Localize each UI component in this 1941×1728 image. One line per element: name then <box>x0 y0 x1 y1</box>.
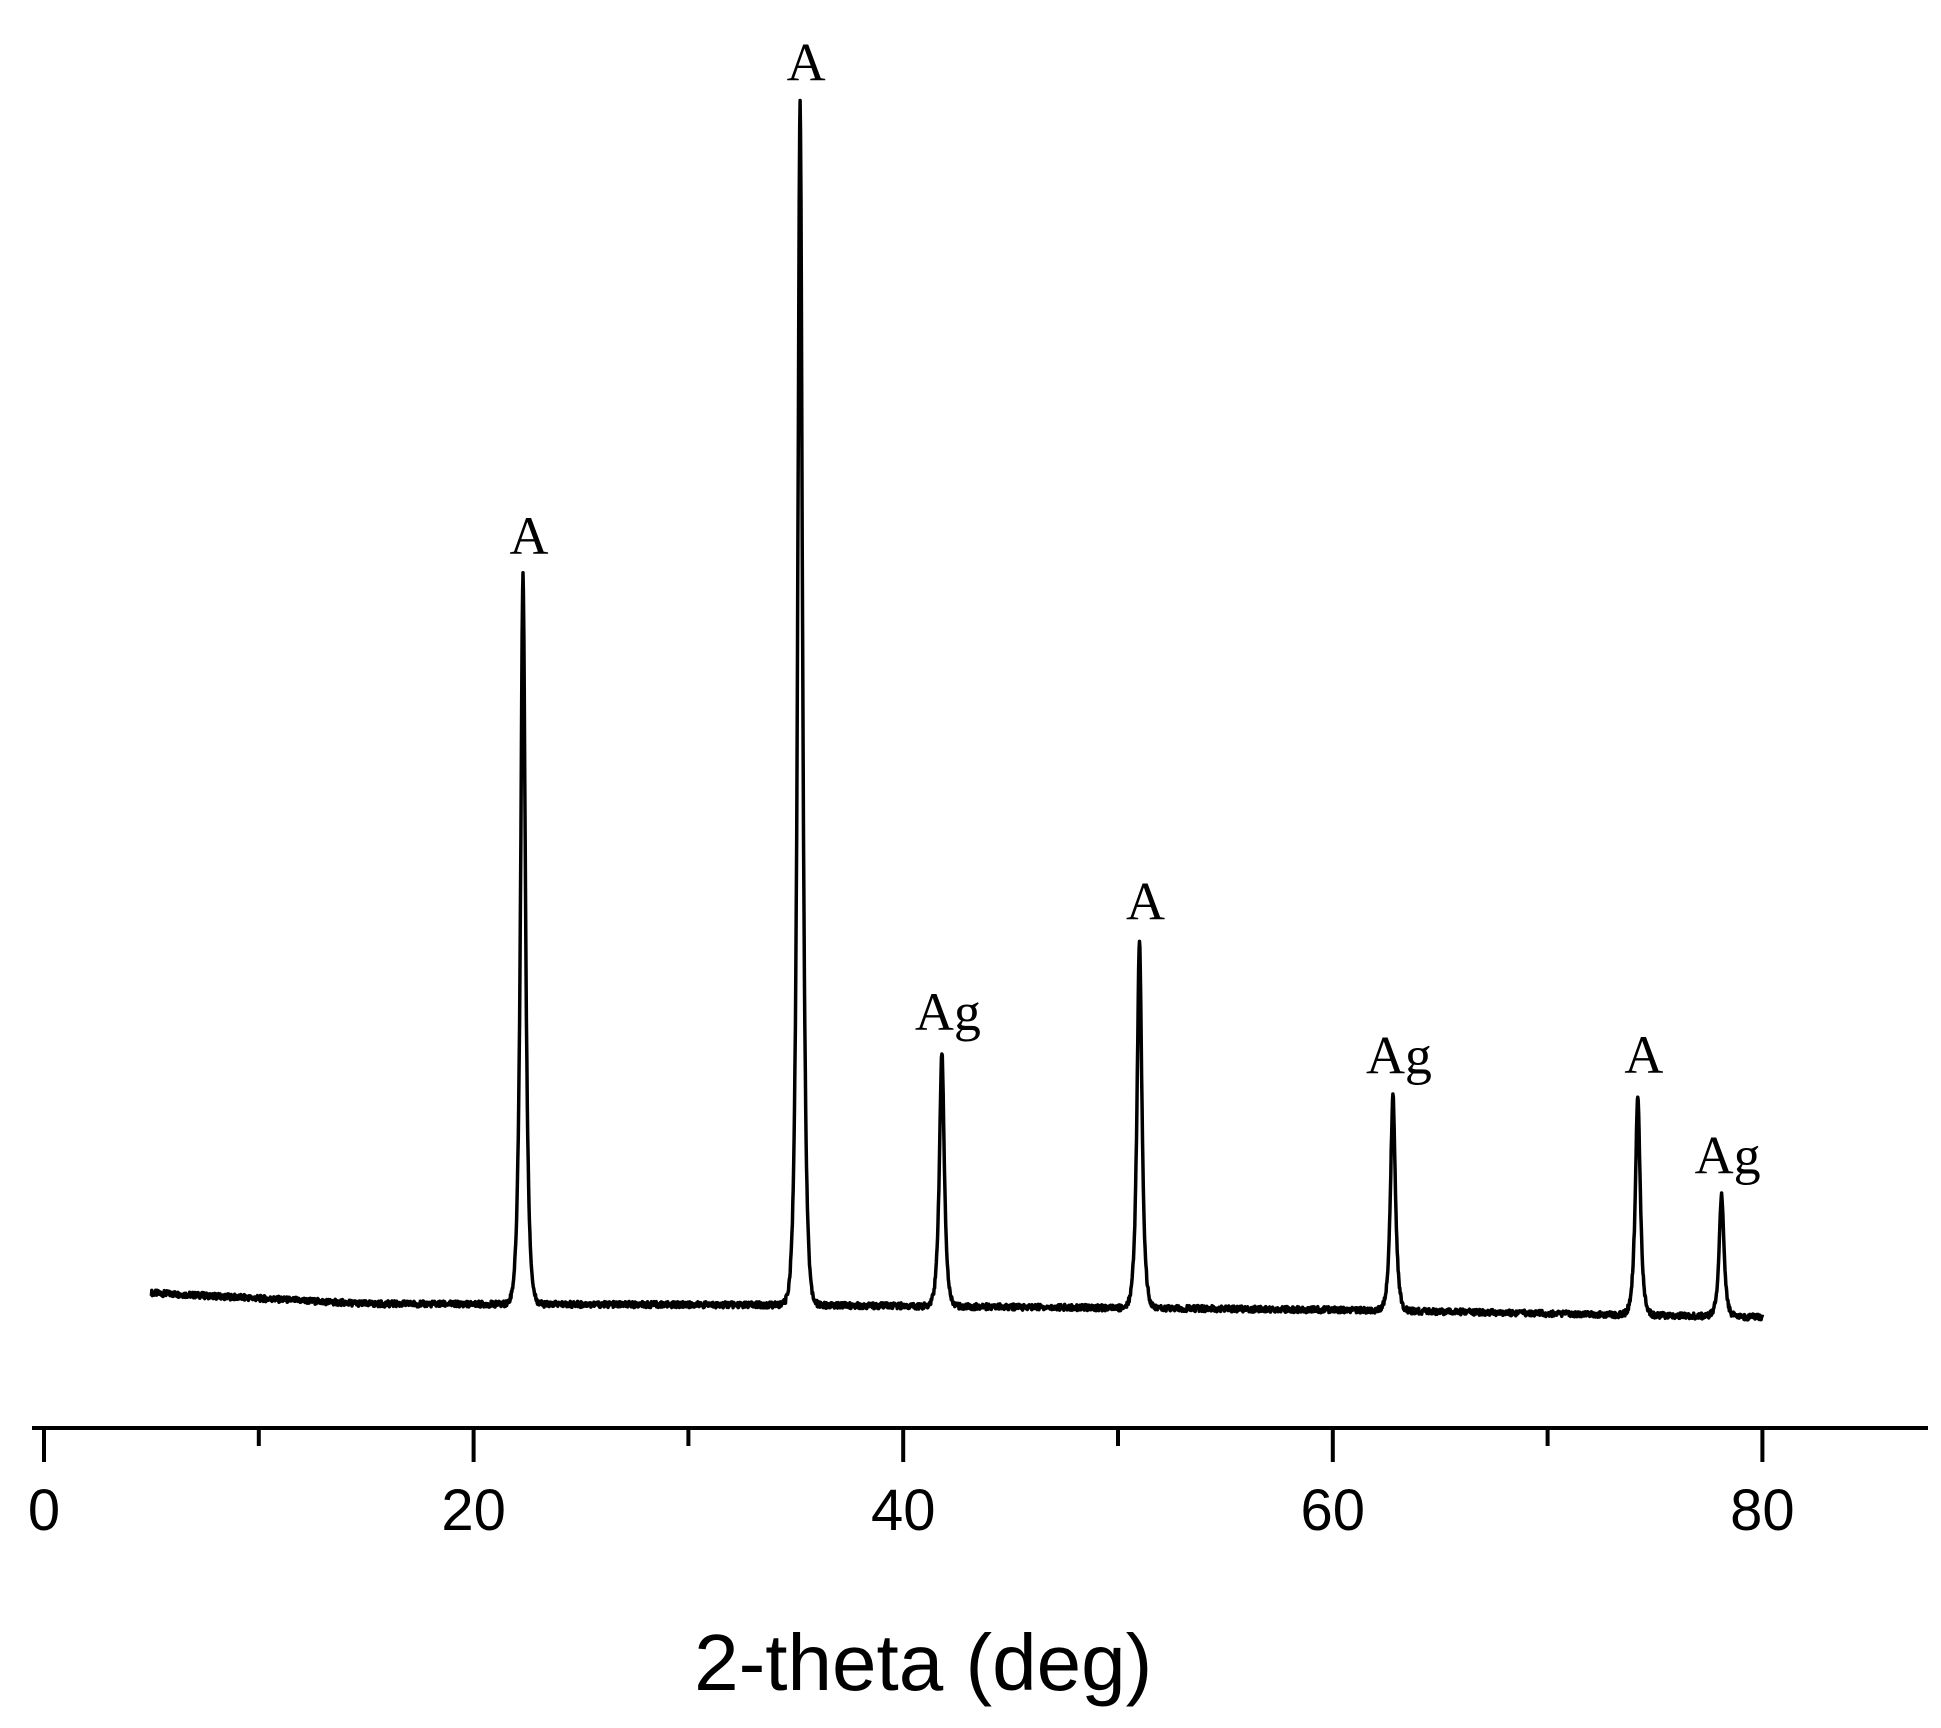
plot-area <box>149 98 1765 1322</box>
x-tick-label: 80 <box>1730 1478 1795 1543</box>
x-tick-label: 0 <box>28 1478 60 1543</box>
peak-label: Ag <box>1695 1125 1761 1185</box>
x-axis: 0 20 40 60 80 <box>28 1426 1928 1543</box>
peak-label: A <box>787 32 826 92</box>
peak-label: Ag <box>1366 1025 1432 1085</box>
peak-label: A <box>1624 1025 1663 1085</box>
x-tick-label: 60 <box>1301 1478 1366 1543</box>
peak-labels: A A Ag A Ag A Ag <box>510 32 1761 1185</box>
diffraction-pattern-line <box>149 98 1765 1322</box>
x-tick-label: 20 <box>441 1478 506 1543</box>
x-tick-label: 40 <box>871 1478 936 1543</box>
peak-label: A <box>1126 871 1165 931</box>
x-axis-title: 2-theta (deg) <box>694 1618 1152 1707</box>
peak-label: A <box>510 506 549 566</box>
peak-label: Ag <box>915 982 981 1042</box>
